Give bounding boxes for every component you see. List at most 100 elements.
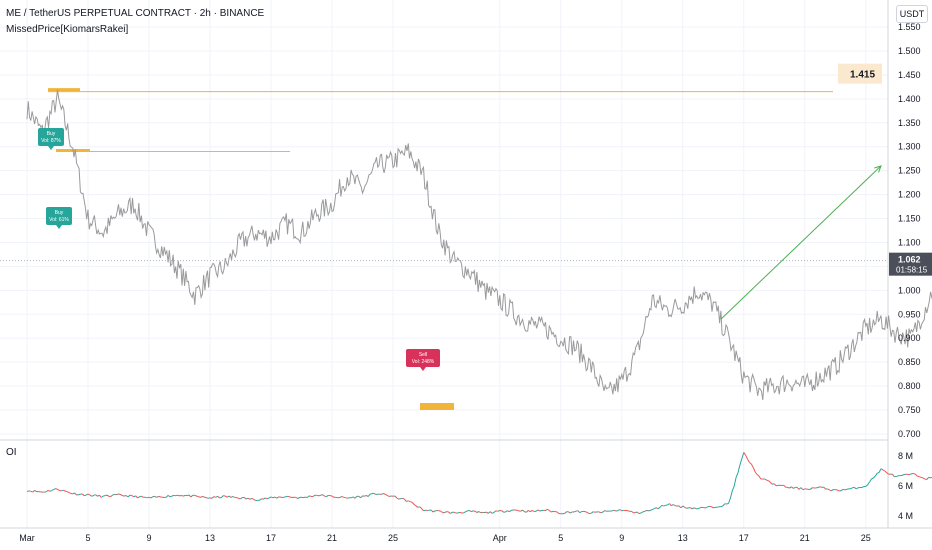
oi-segment <box>411 502 415 505</box>
time-tick-label: 5 <box>85 533 90 543</box>
time-tick-label: 13 <box>205 533 215 543</box>
oi-segment <box>78 493 81 496</box>
currency-tag[interactable]: USDT <box>896 5 928 23</box>
oi-segment <box>169 495 173 498</box>
oi-segment <box>850 487 853 490</box>
price-tick-label: 0.900 <box>898 333 921 343</box>
level-zone-0755 <box>420 403 454 410</box>
oi-segment <box>276 496 279 499</box>
signal-vol: Vol: 248% <box>412 359 435 365</box>
oi-segment <box>827 488 830 491</box>
oi-segment <box>568 511 571 514</box>
oi-tick-label: 6 M <box>898 481 913 491</box>
oi-segment <box>754 471 758 475</box>
oi-segment <box>449 511 453 514</box>
oi-segment <box>385 493 388 496</box>
oi-segment <box>238 497 241 500</box>
oi-segment <box>657 506 661 510</box>
oi-segment <box>697 507 701 510</box>
oi-segment <box>133 495 136 498</box>
oi-segment <box>537 509 541 512</box>
oi-segment <box>604 510 607 512</box>
oi-segment <box>901 474 905 476</box>
oi-segment <box>787 486 790 489</box>
oi-segment <box>247 497 251 500</box>
oi-segment <box>400 497 403 500</box>
oi-segment <box>265 497 268 500</box>
oi-segment <box>874 472 878 477</box>
oi-segment <box>783 484 787 488</box>
oi-segment <box>345 497 348 499</box>
oi-segment <box>621 509 624 512</box>
oi-segment <box>354 496 358 499</box>
oi-segment <box>692 507 695 510</box>
oi-segment <box>547 508 550 511</box>
oi-segment <box>493 510 497 513</box>
oi-segment <box>640 511 643 514</box>
oi-segment <box>749 462 752 465</box>
oi-segment <box>733 477 737 487</box>
oi-segment <box>306 495 310 498</box>
time-axis[interactable]: Mar5913172125Apr5913172125May59131721 <box>19 533 932 543</box>
oi-segment <box>650 509 653 511</box>
oi-segment <box>404 498 407 502</box>
oi-segment <box>678 505 682 509</box>
oi-segment <box>486 511 489 514</box>
oi-segment <box>440 510 443 513</box>
price-tick-label: 0.750 <box>898 405 921 415</box>
oi-segment <box>457 511 460 514</box>
oi-segment <box>806 488 809 490</box>
oi-segment <box>766 479 769 482</box>
oi-segment <box>551 510 554 513</box>
oi-segment <box>587 512 590 515</box>
oi-segment <box>413 503 417 507</box>
oi-segment <box>739 458 743 466</box>
oi-segment <box>148 496 152 499</box>
oi-segment <box>236 497 239 499</box>
oi-segment <box>880 468 884 471</box>
oi-segment <box>135 495 138 499</box>
projection-line <box>720 165 882 320</box>
oi-segment <box>459 511 462 514</box>
oi-segment <box>548 510 552 513</box>
oi-segment <box>141 495 144 498</box>
time-tick-label: 13 <box>678 533 688 543</box>
symbol-title[interactable]: ME / TetherUS PERPETUAL CONTRACT · 2h · … <box>6 8 265 19</box>
oi-segment <box>146 496 150 499</box>
oi-segment <box>791 486 794 489</box>
time-tick-label: 25 <box>861 533 871 543</box>
oi-segment <box>204 496 207 499</box>
oi-segment <box>394 495 398 499</box>
oi-segment <box>91 494 94 497</box>
oi-segment <box>188 494 192 498</box>
oi-segment <box>680 505 684 509</box>
oi-segment <box>350 496 354 499</box>
oi-segment <box>745 455 749 460</box>
oi-segment <box>661 504 664 507</box>
oi-segment <box>343 496 346 499</box>
oi-segment <box>577 510 581 514</box>
oi-segment <box>539 509 542 512</box>
oi-segment <box>396 497 399 500</box>
oi-segment <box>74 492 77 496</box>
oi-segment <box>303 496 306 499</box>
price-tick-label: 1.300 <box>898 142 921 152</box>
oi-segment <box>122 495 125 497</box>
oi-segment <box>215 495 218 498</box>
oi-segment <box>211 496 215 499</box>
oi-segment <box>175 494 178 497</box>
signal-type: Sell <box>419 352 427 358</box>
oi-pane-label: OI <box>6 447 17 458</box>
indicator-label[interactable]: MissedPrice[KiomarsRakei] <box>6 24 129 35</box>
price-tick-label: 1.000 <box>898 285 921 295</box>
time-tick-label: Mar <box>19 533 35 543</box>
oi-segment <box>648 509 651 512</box>
time-tick-label: Apr <box>493 533 507 543</box>
level-label-bg <box>838 63 882 84</box>
oi-segment <box>194 494 197 497</box>
price-axis[interactable]: 1.550 1.500 1.450 1.400 1.350 1.300 1.250 1.200… <box>898 22 921 439</box>
oi-segment <box>322 494 325 497</box>
oi-segment <box>663 504 666 507</box>
oi-segment <box>672 504 676 507</box>
